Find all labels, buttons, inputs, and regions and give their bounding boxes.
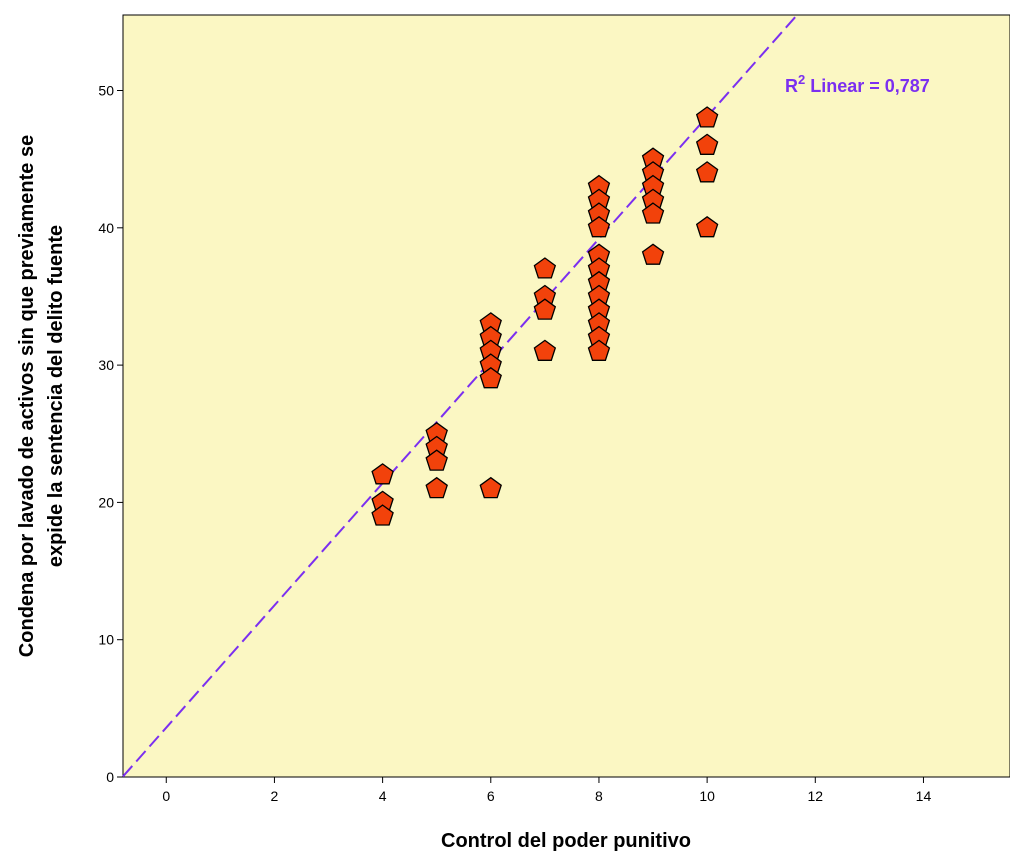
y-tick-label: 50	[98, 83, 114, 99]
r-squared-prefix: R	[785, 76, 798, 96]
y-axis-title-line-2: expide la sentencia del delito fuente	[45, 225, 67, 567]
x-tick-label: 0	[162, 788, 170, 804]
y-tick-label: 20	[98, 494, 114, 510]
data-point	[695, 106, 719, 128]
points-layer	[371, 106, 719, 526]
y-tick-label: 30	[98, 357, 114, 373]
data-point	[695, 161, 719, 183]
data-point	[371, 504, 394, 526]
r-squared-annotation: R2 Linear = 0,787	[785, 72, 930, 96]
plot-area	[122, 14, 1010, 778]
data-point	[425, 449, 448, 471]
y-tick-label: 40	[98, 220, 114, 236]
x-tick-label: 10	[699, 788, 715, 804]
x-tick-label: 6	[487, 788, 495, 804]
x-tick-label: 14	[916, 788, 932, 804]
y-axis-ticks: 0 10 20 30 40 50	[98, 83, 123, 785]
data-point	[695, 215, 719, 238]
fit-line-layer	[122, 14, 798, 778]
x-tick-label: 2	[271, 788, 279, 804]
data-point	[533, 257, 557, 279]
r-squared-text: Linear = 0,787	[805, 76, 930, 96]
data-point	[587, 215, 611, 238]
y-tick-label: 0	[106, 769, 114, 785]
data-point	[371, 463, 394, 485]
linear-fit-line	[122, 14, 798, 778]
data-point	[533, 339, 557, 361]
data-point	[587, 339, 611, 361]
r-squared-superscript: 2	[798, 72, 805, 87]
x-axis-title: Control del poder punitivo	[441, 830, 691, 852]
data-point	[695, 133, 719, 155]
data-point	[641, 202, 665, 224]
y-axis-title-line-1: Condena por lavado de activos sin que pr…	[16, 135, 38, 657]
data-point	[425, 476, 448, 499]
y-tick-label: 10	[98, 632, 114, 648]
x-axis-ticks: 0 2 4 6 8 10 12 14	[162, 777, 931, 804]
data-point	[479, 366, 502, 389]
data-point	[641, 243, 665, 265]
x-tick-label: 12	[808, 788, 824, 804]
data-point	[479, 476, 502, 499]
x-tick-label: 4	[379, 788, 387, 804]
data-point	[533, 298, 557, 320]
x-tick-label: 8	[595, 788, 603, 804]
